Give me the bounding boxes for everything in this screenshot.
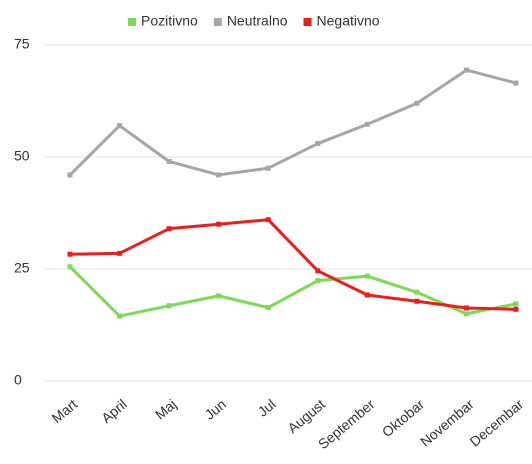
x-tick-label: Mart <box>49 396 81 426</box>
point <box>315 141 321 147</box>
point <box>315 268 321 274</box>
point <box>463 67 469 73</box>
point <box>67 251 73 257</box>
legend-label: Neutralno <box>227 13 288 29</box>
x-tick-label: Jun <box>201 396 229 423</box>
legend-label: Negativno <box>317 13 380 29</box>
series-line <box>68 68 517 177</box>
legend-label: Pozitivno <box>141 13 198 29</box>
legend-swatch <box>213 18 222 26</box>
y-tick-label: 0 <box>14 372 22 388</box>
point <box>315 278 321 284</box>
point <box>513 306 519 312</box>
legend: Pozitivno Neutralno Negativno <box>128 13 380 29</box>
series-line <box>68 265 517 318</box>
point <box>265 165 271 171</box>
y-tick-label: 50 <box>14 148 30 164</box>
point <box>67 172 73 178</box>
x-tick-label: August <box>284 396 328 436</box>
point <box>414 298 420 304</box>
point <box>463 305 469 311</box>
point <box>513 301 519 307</box>
legend-swatch <box>303 18 312 26</box>
point <box>513 80 519 86</box>
point <box>117 313 123 319</box>
point <box>67 264 73 270</box>
x-tick-label: April <box>98 396 130 426</box>
point <box>216 293 222 299</box>
point <box>463 311 469 317</box>
y-tick-label: 25 <box>14 260 30 276</box>
legend-swatch <box>128 18 136 26</box>
point <box>117 123 123 129</box>
point <box>414 100 420 106</box>
x-tick-label: Jul <box>255 396 279 420</box>
point <box>364 273 370 279</box>
point <box>166 158 172 164</box>
x-tick-label: Maj <box>152 396 180 423</box>
point <box>414 289 420 295</box>
point <box>166 303 172 309</box>
point <box>166 226 172 232</box>
point <box>364 121 370 127</box>
point <box>216 221 222 227</box>
point <box>265 217 271 223</box>
point <box>216 172 222 178</box>
point <box>265 305 271 311</box>
series-line <box>69 218 517 311</box>
point <box>364 292 370 298</box>
x-tick-label: Novembar <box>417 396 477 450</box>
x-tick-label: Decembar <box>467 396 527 450</box>
y-tick-label: 75 <box>14 36 30 52</box>
point <box>117 250 123 256</box>
